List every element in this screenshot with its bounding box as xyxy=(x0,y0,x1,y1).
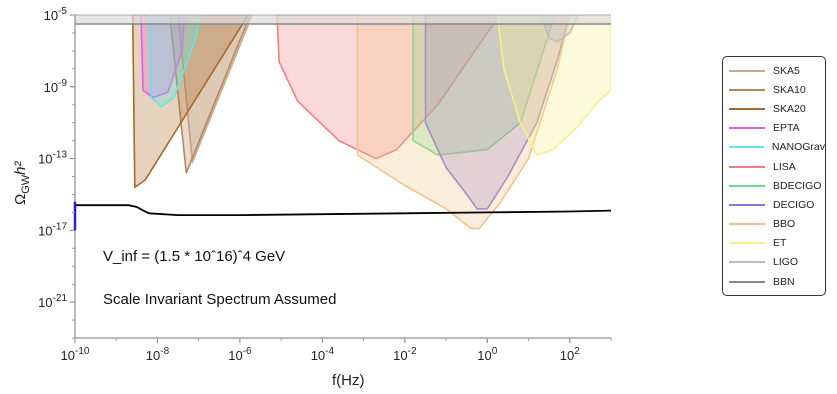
annotation-spectrum: Scale Invariant Spectrum Assumed xyxy=(103,291,336,308)
legend-label: SKA10 xyxy=(773,83,806,96)
legend-item-epta: EPTA xyxy=(729,119,825,138)
legend-label: SKA5 xyxy=(773,64,800,77)
legend-label: ET xyxy=(773,237,787,250)
y-tick-label: 10-17 xyxy=(38,221,67,238)
legend-swatch xyxy=(729,69,765,72)
x-tick-label: 100 xyxy=(477,346,497,363)
bbn-band xyxy=(75,15,611,25)
region-et xyxy=(496,15,611,156)
legend-label: EPTA xyxy=(773,122,800,135)
y-tick-label: 10-13 xyxy=(38,150,67,167)
region-epta xyxy=(140,15,186,99)
legend-item-bbo: BBO xyxy=(729,215,825,234)
region-bbo xyxy=(356,15,571,230)
legend-item-lisa: LISA xyxy=(729,157,825,176)
legend-swatch xyxy=(729,223,765,226)
legend-label: SKA20 xyxy=(773,102,806,115)
legend-item-ska10: SKA10 xyxy=(729,80,825,99)
legend-item-ligo: LIGO xyxy=(729,253,825,272)
region-nanograv xyxy=(148,15,202,108)
legend-swatch xyxy=(729,107,765,110)
legend-label: BBO xyxy=(773,218,796,231)
legend-swatch xyxy=(729,280,765,283)
bbn-region xyxy=(75,15,611,24)
signal-line-0 xyxy=(75,204,611,217)
x-tick-label: 10-4 xyxy=(311,346,335,363)
legend-item-decigo: DECIGO xyxy=(729,195,825,214)
x-tick-label: 10-8 xyxy=(146,346,170,363)
y-tick-label: 10-5 xyxy=(44,6,68,23)
legend-item-bdecigo: BDECIGO xyxy=(729,176,825,195)
legend-label: NANOGrav xyxy=(771,141,825,154)
y-axis-label: ΩGWh² xyxy=(12,160,32,205)
region-decigo xyxy=(424,15,571,210)
legend-label: DECIGO xyxy=(773,198,815,211)
legend-label: BDECIGO xyxy=(773,179,822,192)
detector-regions xyxy=(131,15,611,230)
legend-item-et: ET xyxy=(729,234,825,253)
region-ska20 xyxy=(131,15,249,189)
legend-item-nanograv: NANOGrav xyxy=(729,138,825,157)
x-axis-label: f(Hz) xyxy=(332,372,365,389)
legend-item-ska20: SKA20 xyxy=(729,99,825,118)
legend: SKA5 SKA10 SKA20 EPTA NANOGrav LISA BDECIGO DEC… xyxy=(722,56,826,296)
legend-label: BBN xyxy=(773,275,795,288)
legend-swatch xyxy=(729,146,764,149)
legend-swatch xyxy=(729,242,765,245)
legend-label: LISA xyxy=(773,160,796,173)
legend-label: LIGO xyxy=(773,256,799,269)
region-ska5 xyxy=(177,15,254,163)
legend-swatch xyxy=(729,184,765,187)
legend-swatch xyxy=(729,88,765,91)
annotation-vinf: V_inf = (1.5 * 10ˆ16)ˆ4 GeV xyxy=(103,248,285,265)
x-tick-label: 10-6 xyxy=(228,346,252,363)
x-tick-label: 102 xyxy=(560,346,580,363)
x-tick-label: 10-2 xyxy=(393,346,417,363)
legend-swatch xyxy=(729,203,765,206)
y-tick-label: 10-9 xyxy=(44,78,68,95)
signal-curve xyxy=(75,204,611,217)
legend-swatch xyxy=(729,261,765,264)
legend-item-ska5: SKA5 xyxy=(729,61,825,80)
legend-swatch xyxy=(729,165,765,168)
legend-swatch xyxy=(729,127,765,130)
y-tick-label: 10-21 xyxy=(38,293,67,310)
legend-item-bbn: BBN xyxy=(729,272,825,291)
x-tick-label: 10-10 xyxy=(61,346,90,363)
